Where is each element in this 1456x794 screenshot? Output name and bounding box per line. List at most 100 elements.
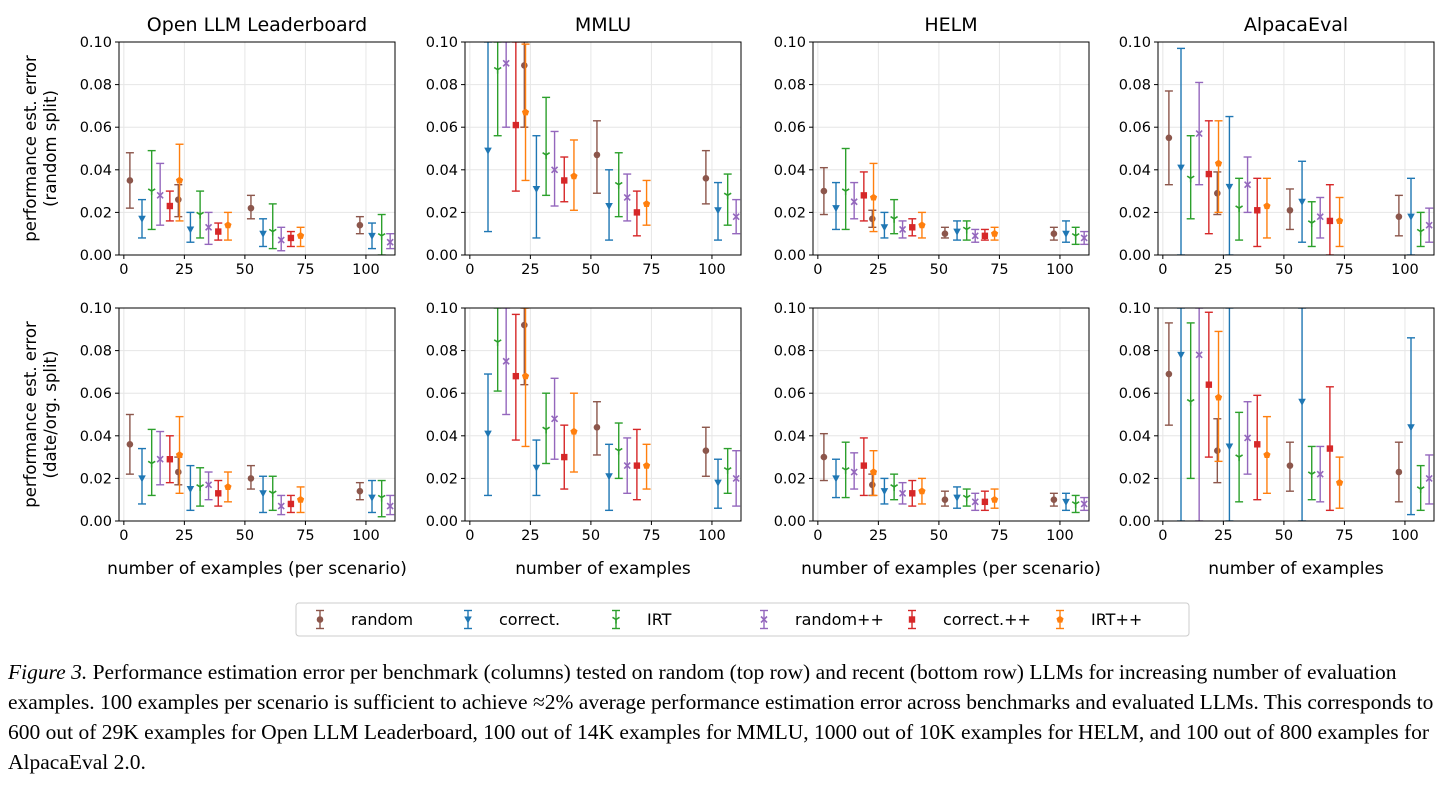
marker-random++	[899, 489, 907, 497]
x-axis-label: number of examples	[515, 559, 691, 579]
y-tick-label: 0.02	[80, 205, 112, 221]
panel-frame	[812, 41, 1090, 256]
marker-IRT	[723, 467, 732, 474]
marker-correct.++	[397, 499, 403, 505]
marker-random	[1395, 468, 1403, 476]
y-axis-label: performance est. error(random split)	[21, 55, 60, 242]
x-tick-label: 100	[352, 262, 380, 278]
marker-random	[1050, 230, 1058, 237]
marker-correct.	[714, 479, 722, 487]
legend-label: correct.++	[943, 610, 1031, 629]
marker-IRT++	[869, 193, 878, 201]
y-tick-label: 0.06	[80, 120, 112, 136]
marker-IRT++	[296, 495, 305, 503]
marker-IRT	[1071, 501, 1080, 508]
marker-correct.	[138, 215, 146, 223]
y-tick-label: 0.06	[774, 120, 806, 136]
errorbar-IRT++	[752, 200, 760, 234]
marker-IRT	[962, 226, 971, 234]
marker-correct.	[259, 230, 267, 238]
marker-correct.	[1407, 424, 1415, 432]
x-tick-label: 75	[642, 528, 660, 544]
marker-correct.	[259, 490, 267, 498]
y-tick-label: 0.00	[774, 248, 806, 264]
marker-IRT++	[296, 232, 305, 239]
legend-marker-random++	[760, 615, 768, 624]
marker-IRT	[890, 215, 899, 223]
marker-IRT++	[1214, 393, 1223, 401]
marker-IRT	[1235, 205, 1244, 213]
marker-correct.++	[1254, 207, 1261, 214]
marker-correct.	[832, 475, 840, 483]
marker-correct.++	[1436, 441, 1442, 447]
errorbar-correct.++	[396, 236, 404, 249]
marker-correct.++	[166, 202, 174, 210]
legend-label: random++	[795, 610, 884, 629]
marker-random	[820, 453, 828, 461]
x-tick-label: 50	[930, 528, 948, 544]
legend-frame	[295, 602, 1190, 637]
marker-correct.++	[561, 453, 568, 461]
marker-random++	[1244, 434, 1252, 442]
marker-correct.++	[397, 239, 403, 245]
legend-label: correct.	[499, 610, 560, 629]
y-tick-label: 0.02	[774, 471, 806, 487]
y-tick-label: 0.04	[774, 163, 806, 179]
y-tick-label: 0.10	[774, 301, 806, 317]
x-tick-label: 25	[175, 528, 193, 544]
marker-correct.++	[633, 209, 641, 216]
marker-correct.++	[287, 500, 295, 508]
y-tick-label: 0.10	[80, 35, 112, 51]
y-tick-label: 0.00	[1119, 514, 1151, 530]
panel: 0 25 50 75 100 0.00 0.02 0.04 0.06 0.08 0.10	[1119, 301, 1442, 544]
marker-random	[247, 475, 255, 482]
panel-frame	[464, 41, 742, 256]
legend-item-correct.: correct.	[464, 609, 560, 630]
x-tick-label: 100	[1046, 528, 1074, 544]
marker-random	[941, 230, 949, 237]
marker-random++	[623, 193, 631, 202]
marker-IRT++	[406, 500, 413, 507]
marker-correct.	[605, 203, 613, 211]
errorbar-IRT	[841, 147, 850, 231]
errorbars	[819, 432, 1089, 514]
marker-random++	[502, 357, 510, 365]
marker-correct.	[484, 430, 492, 438]
x-tick-label: 75	[1335, 262, 1353, 278]
marker-correct.	[1177, 164, 1185, 172]
errorbar-IRT	[1416, 211, 1425, 248]
marker-IRT++	[1263, 451, 1271, 459]
y-tick-label: 0.04	[1119, 163, 1151, 179]
y-tick-label: 0.10	[1119, 301, 1151, 317]
marker-correct.	[1225, 443, 1234, 451]
marker-IRT++	[1214, 159, 1223, 167]
errorbars	[1164, 47, 1434, 255]
marker-IRT	[841, 188, 850, 196]
x-tick-label: 75	[642, 262, 660, 278]
x-tick-label: 25	[1214, 528, 1232, 544]
marker-random	[941, 496, 949, 504]
errorbar-correct.++	[396, 493, 404, 510]
errorbar-correct.	[484, 42, 492, 233]
marker-IRT++	[570, 172, 578, 180]
marker-random++	[971, 232, 979, 240]
y-tick-label: 0.04	[426, 163, 458, 179]
panel-frame	[812, 307, 1090, 522]
marker-IRT	[268, 228, 277, 236]
x-tick-label: 50	[1275, 528, 1293, 544]
marker-correct.	[880, 488, 889, 496]
marker-random++	[1195, 130, 1203, 138]
marker-IRT++	[175, 451, 184, 459]
x-tick-label: 0	[119, 262, 128, 278]
x-tick-label: 100	[698, 262, 726, 278]
y-tick-label: 0.00	[80, 248, 112, 264]
y-tick-label: 0.02	[426, 205, 458, 221]
x-tick-label: 25	[1214, 262, 1232, 278]
errorbar-IRT++	[1214, 120, 1223, 214]
marker-random	[1165, 370, 1173, 378]
legend-label: IRT	[647, 610, 672, 629]
legend-marker-correct.++	[908, 616, 916, 623]
marker-correct.++	[981, 498, 989, 506]
marker-correct.++	[860, 192, 868, 199]
marker-random++	[899, 225, 907, 234]
